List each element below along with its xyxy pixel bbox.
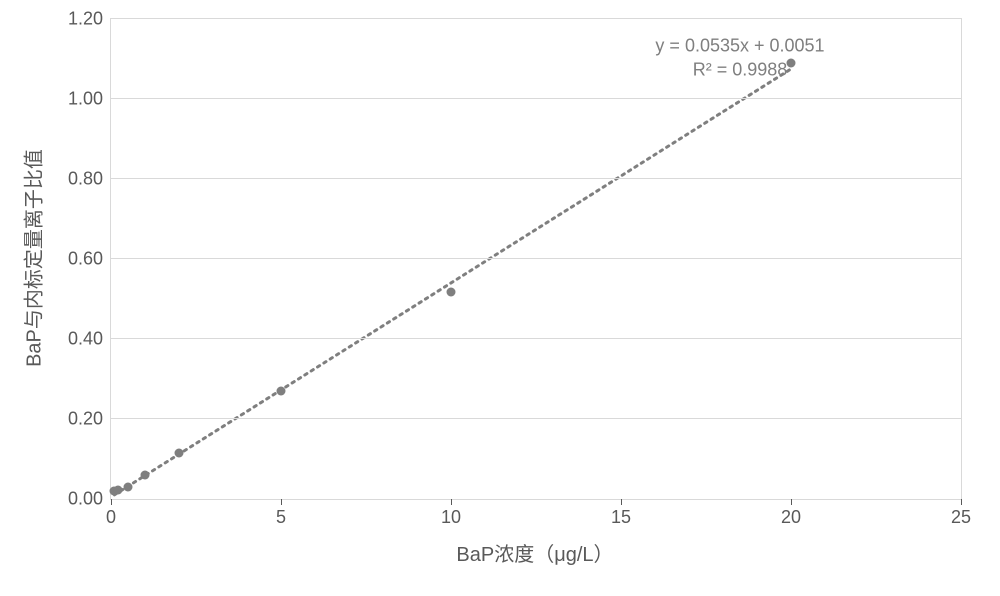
y-tick-label: 0.00 <box>68 489 111 510</box>
trendline <box>111 19 961 499</box>
r-squared-text: R² = 0.9988 <box>655 57 824 81</box>
y-tick-label: 1.00 <box>68 89 111 110</box>
gridline <box>111 418 961 419</box>
data-point <box>277 387 286 396</box>
y-tick-label: 0.80 <box>68 169 111 190</box>
data-point <box>447 287 456 296</box>
gridline <box>111 178 961 179</box>
x-tick-label: 0 <box>106 499 116 528</box>
chart-container: y = 0.0535x + 0.0051 R² = 0.9988 0.00 0.2… <box>0 0 1000 596</box>
x-tick-label: 20 <box>781 499 801 528</box>
plot-area: y = 0.0535x + 0.0051 R² = 0.9988 0.000.2… <box>110 18 962 500</box>
data-point <box>175 449 184 458</box>
y-tick-label: 0.20 <box>68 409 111 430</box>
gridline <box>111 258 961 259</box>
y-tick-label: 1.20 <box>68 9 111 30</box>
regression-annotation: y = 0.0535x + 0.0051 R² = 0.9988 <box>655 33 824 82</box>
gridline <box>111 98 961 99</box>
y-axis-label: BaP与内标定量离子比值 <box>18 149 47 367</box>
gridline <box>111 18 961 19</box>
y-tick-label: 0.60 <box>68 249 111 270</box>
x-axis-label: BaP浓度（μg/L） <box>456 538 613 567</box>
x-tick-label: 25 <box>951 499 971 528</box>
gridline <box>111 338 961 339</box>
data-point <box>141 471 150 480</box>
x-tick-label: 15 <box>611 499 631 528</box>
x-tick-label: 5 <box>276 499 286 528</box>
data-point <box>113 485 122 494</box>
data-point <box>124 483 133 492</box>
x-tick-label: 10 <box>441 499 461 528</box>
y-tick-label: 0.40 <box>68 329 111 350</box>
equation-text: y = 0.0535x + 0.0051 <box>655 33 824 57</box>
data-point <box>787 59 796 68</box>
